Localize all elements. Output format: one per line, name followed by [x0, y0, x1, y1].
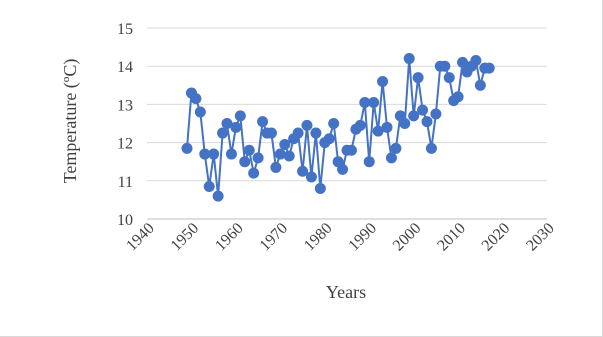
- x-tick-label: 2030: [523, 220, 558, 255]
- data-point: [359, 96, 371, 108]
- y-tick-label: 10: [117, 212, 133, 229]
- data-point: [234, 110, 246, 122]
- data-point: [274, 148, 286, 160]
- data-point: [292, 127, 304, 139]
- data-point: [279, 139, 291, 151]
- data-point: [225, 148, 237, 160]
- data-point: [270, 161, 282, 173]
- x-tick-label: 2000: [390, 220, 425, 255]
- data-point: [457, 56, 469, 68]
- data-point: [297, 165, 309, 177]
- data-point: [363, 156, 375, 168]
- data-point: [421, 116, 433, 128]
- y-tick-label: 11: [118, 174, 133, 191]
- data-point: [328, 118, 340, 129]
- data-point: [194, 106, 206, 118]
- data-point: [412, 72, 424, 84]
- data-point: [199, 148, 211, 160]
- data-point: [252, 152, 264, 164]
- data-point: [257, 116, 269, 128]
- x-tick-label: 1980: [301, 220, 336, 255]
- data-point: [439, 60, 451, 72]
- data-point: [203, 181, 215, 193]
- data-point: [368, 96, 380, 108]
- data-point: [239, 156, 251, 168]
- data-point: [377, 75, 389, 87]
- y-tick-label: 12: [117, 136, 133, 153]
- data-point: [230, 121, 242, 133]
- y-tick-label: 15: [117, 21, 133, 38]
- data-point: [265, 127, 277, 139]
- data-point: [243, 144, 255, 156]
- data-point: [452, 91, 464, 103]
- series-markers: [181, 53, 495, 202]
- x-tick-label: 1960: [212, 220, 247, 255]
- data-point: [385, 152, 397, 164]
- data-point: [381, 121, 393, 133]
- data-point: [408, 110, 420, 122]
- data-point: [217, 127, 229, 139]
- x-tick-label: 1990: [345, 220, 380, 255]
- data-point: [248, 167, 260, 179]
- data-point: [221, 118, 233, 129]
- data-point: [323, 133, 335, 145]
- x-tick-label: 2020: [479, 220, 514, 255]
- data-point: [301, 119, 313, 131]
- data-point: [181, 142, 193, 154]
- data-point: [390, 142, 402, 154]
- y-tick-label: 13: [117, 97, 133, 114]
- data-point: [337, 163, 349, 175]
- data-point: [372, 125, 384, 137]
- y-axis-title: Temperature (ºC): [60, 59, 81, 184]
- data-point: [190, 93, 202, 105]
- x-tick-label: 1950: [168, 220, 203, 255]
- x-tick-label: 2010: [434, 220, 469, 255]
- data-point: [430, 108, 442, 120]
- data-point: [483, 62, 495, 74]
- data-point: [305, 171, 317, 183]
- data-point: [474, 79, 486, 91]
- data-point: [208, 148, 220, 160]
- data-point: [417, 104, 429, 116]
- data-point: [212, 190, 224, 202]
- data-point: [314, 182, 326, 194]
- data-point: [443, 72, 455, 84]
- data-point: [470, 54, 482, 66]
- x-axis-title: Years: [326, 282, 366, 302]
- x-tick-label: 1970: [257, 220, 292, 255]
- data-point: [310, 127, 322, 139]
- y-tick-label: 14: [117, 59, 133, 76]
- data-point: [354, 119, 366, 131]
- data-point: [283, 150, 295, 162]
- data-point: [399, 118, 411, 129]
- data-point: [403, 53, 415, 65]
- data-point: [425, 142, 437, 154]
- data-point: [345, 144, 357, 156]
